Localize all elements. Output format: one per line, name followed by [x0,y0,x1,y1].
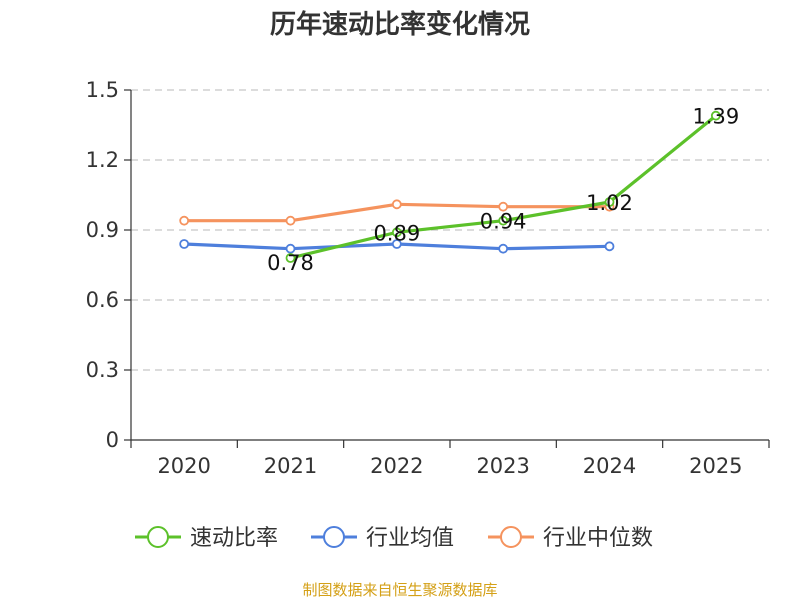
data-point[interactable] [285,243,296,254]
grid [131,89,769,371]
legend-label: 行业中位数 [543,526,653,551]
y-tick-label: 1.2 [86,148,119,172]
legend-label: 速动比率 [190,526,278,551]
data-point[interactable] [498,201,509,212]
legend-marker [147,526,169,548]
legend-item[interactable]: 行业中位数 [488,526,653,551]
legend-marker [500,526,522,548]
y-tick-label: 0.6 [86,288,119,312]
x-tick-label: 2025 [689,454,742,478]
data-point[interactable] [391,199,402,210]
y-tick-label: 0.3 [86,358,119,382]
data-point[interactable] [285,215,296,226]
data-point[interactable] [498,243,509,254]
data-label: 0.78 [267,251,314,275]
data-point[interactable] [179,215,190,226]
legend[interactable]: 速动比率 行业均值 行业中位数 [135,526,653,551]
data-point[interactable] [391,239,402,249]
x-tick-label: 2024 [583,454,636,478]
data-point[interactable] [285,253,296,263]
data-point[interactable] [604,197,615,207]
legend-label: 行业均值 [366,526,454,551]
x-tick-label: 2020 [157,454,210,478]
series-line [290,114,717,260]
legend-item[interactable]: 速动比率 [135,526,278,551]
data-label: 1.39 [692,105,739,129]
data-point[interactable] [498,215,509,226]
y-tick-label: 1.5 [86,78,119,102]
data-point[interactable] [604,241,615,252]
data-point[interactable] [391,227,402,238]
axes: 0 0.3 0.6 0.9 1.2 1.5 2020 2021 2022 2023 2024 2025 [86,78,770,478]
data-label: 0.94 [480,210,527,234]
legend-marker [323,526,345,548]
data-point[interactable] [710,110,721,121]
x-tick-label: 2022 [370,454,423,478]
x-tick-label: 2021 [264,454,317,478]
chart-title: 历年速动比率变化情况 [270,9,530,40]
data-label: 1.02 [586,191,633,215]
data-point[interactable] [179,239,190,249]
x-tick-label: 2023 [476,454,529,478]
source-note: 制图数据来自恒生聚源数据库 [302,581,497,599]
legend-item[interactable]: 行业均值 [311,526,454,551]
y-tick-label: 0.9 [86,218,119,242]
y-tick-label: 0 [106,428,119,452]
series-group: 0.78 0.89 0.94 1.02 1.39 [179,105,739,275]
data-label: 0.89 [373,221,420,245]
